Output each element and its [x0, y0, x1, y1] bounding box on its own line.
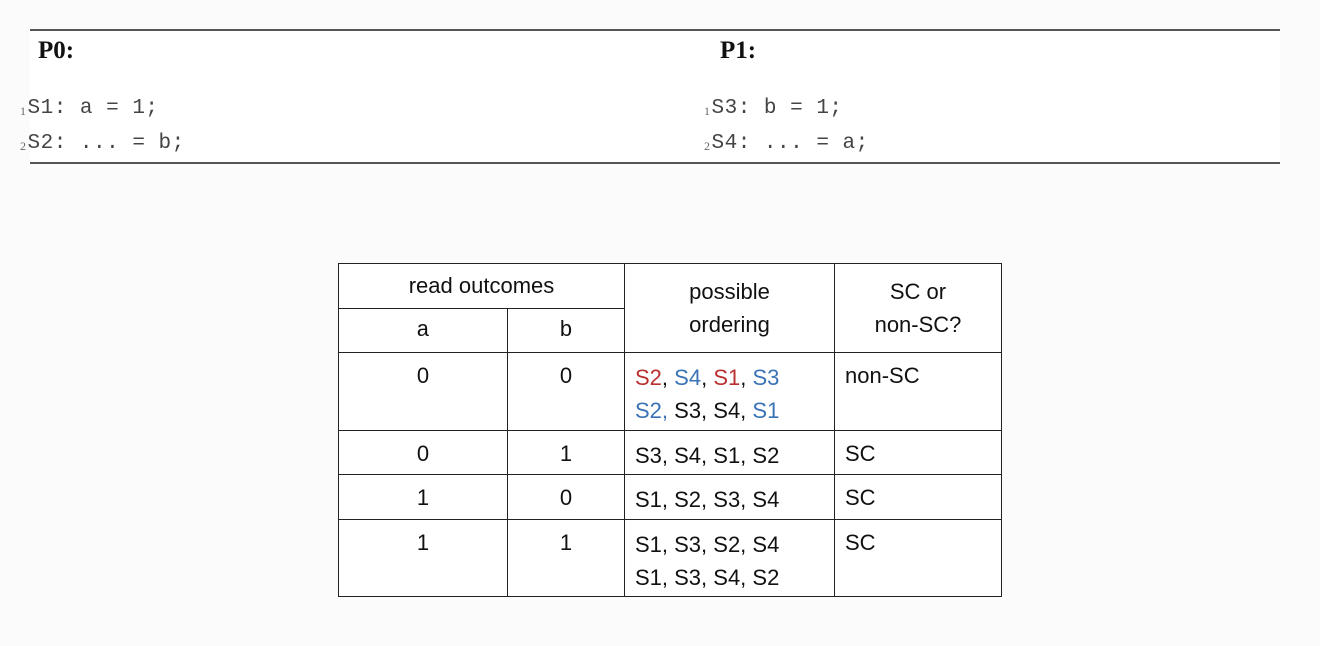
cell-sc: SC	[834, 474, 1002, 520]
header-a: a	[338, 308, 508, 353]
table-row: 0 1 S3, S4, S1, S2 SC	[338, 430, 1002, 475]
table-row: 1 0 S1, S2, S3, S4 SC	[338, 474, 1002, 520]
ordering-segment: S3	[752, 365, 780, 390]
p0-title: P0:	[38, 37, 75, 64]
cell-sc: SC	[834, 430, 1002, 475]
ordering-line: S2, S4, S1, S3	[635, 361, 834, 394]
ordering-segment: ,	[740, 365, 753, 390]
p0-code-line-2: 2S2: ... = b;	[20, 132, 185, 155]
ordering-line: S1, S3, S2, S4	[635, 532, 780, 557]
cell-sc: SC	[834, 519, 1002, 597]
p1-title: P1:	[720, 37, 757, 64]
ordering-segment: S3, S4,	[668, 398, 753, 423]
cell-a: 1	[338, 474, 508, 520]
ordering-segment: S4	[674, 365, 702, 390]
ordering-segment: S1	[713, 365, 741, 390]
table-header-row-1: read outcomes possible ordering SC or no…	[338, 263, 1002, 353]
outcomes-table: read outcomes possible ordering SC or no…	[338, 263, 1002, 597]
processor-p1-code: P1: 1S3: b = 1; 2S4: ... = a;	[704, 31, 1310, 162]
cell-a: 1	[338, 519, 508, 597]
p0-code-line-1: 1S1: a = 1;	[20, 97, 159, 120]
ordering-segment: S2,	[635, 398, 669, 423]
header-read-outcomes: read outcomes	[338, 263, 625, 309]
cell-b: 0	[507, 352, 625, 431]
ordering-segment: S2	[635, 365, 662, 390]
ordering-segment: ,	[701, 365, 714, 390]
cell-b: 1	[507, 430, 625, 475]
ordering-segment: ,	[661, 365, 675, 390]
cell-ordering: S3, S4, S1, S2	[624, 430, 835, 475]
ordering-segment: S1	[752, 398, 780, 423]
cell-ordering: S1, S2, S3, S4	[624, 474, 835, 520]
header-b: b	[507, 308, 625, 353]
header-sc-or-non-sc: SC or non-SC?	[834, 263, 1002, 353]
ordering-line: S1, S2, S3, S4	[635, 487, 780, 512]
cell-ordering: S2, S4, S1, S3 S2, S3, S4, S1	[624, 352, 835, 431]
p1-code-line-1: 1S3: b = 1;	[704, 97, 843, 120]
cell-ordering: S1, S3, S2, S4 S1, S3, S4, S2	[624, 519, 835, 597]
header-possible-ordering: possible ordering	[624, 263, 835, 353]
cell-sc: non-SC	[834, 352, 1002, 431]
code-panel: P0: 1S1: a = 1; 2S2: ... = b; P1: 1S3: b…	[20, 29, 1280, 164]
cell-a: 0	[338, 352, 508, 431]
cell-b: 0	[507, 474, 625, 520]
cell-b: 1	[507, 519, 625, 597]
table-header-row-2: a b	[338, 308, 1002, 353]
ordering-line: S1, S3, S4, S2	[635, 565, 780, 590]
table-row: 0 0 S2, S4, S1, S3 S2, S3, S4, S1 non-SC	[338, 352, 1002, 431]
ordering-line: S2, S3, S4, S1	[635, 394, 834, 427]
cell-a: 0	[338, 430, 508, 475]
p1-code-line-2: 2S4: ... = a;	[704, 132, 869, 155]
processor-p0-code: P0: 1S1: a = 1; 2S2: ... = b;	[20, 31, 630, 162]
table-row: 1 1 S1, S3, S2, S4 S1, S3, S4, S2 SC	[338, 519, 1002, 597]
ordering-line: S3, S4, S1, S2	[635, 443, 780, 468]
